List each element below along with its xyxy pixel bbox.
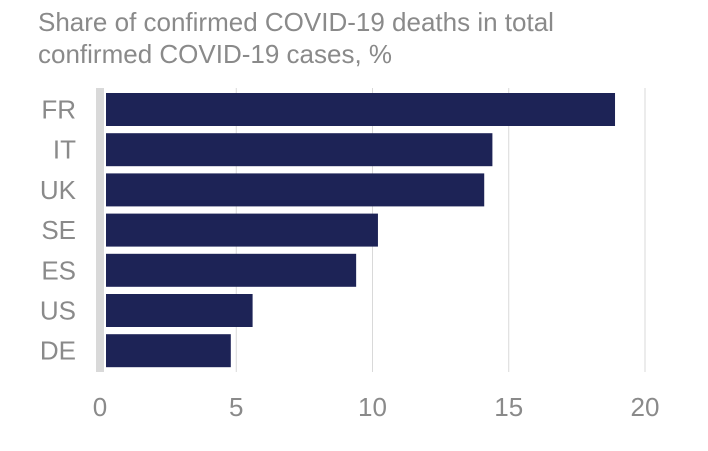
bar bbox=[106, 334, 231, 368]
bar bbox=[106, 173, 485, 207]
x-tick-labels: 0 5 10 15 20 bbox=[93, 392, 660, 422]
bar bbox=[106, 93, 616, 126]
category-label: SE bbox=[41, 215, 76, 245]
x-tick-label: 20 bbox=[631, 392, 660, 422]
category-label: DE bbox=[40, 336, 76, 366]
bar bbox=[106, 294, 253, 327]
x-tick-label: 5 bbox=[229, 392, 243, 422]
category-label: FR bbox=[41, 95, 76, 125]
chart-title: Share of confirmed COVID-19 deaths in to… bbox=[38, 6, 698, 70]
category-labels: FR IT UK SE ES US DE bbox=[40, 95, 77, 366]
category-label: IT bbox=[53, 135, 76, 165]
bar bbox=[106, 133, 493, 167]
category-label: ES bbox=[41, 255, 76, 285]
category-label: US bbox=[40, 296, 76, 326]
x-tick-label: 15 bbox=[494, 392, 523, 422]
y-axis-line bbox=[96, 88, 104, 372]
y-axis bbox=[96, 88, 104, 372]
bar bbox=[106, 213, 378, 247]
x-tick-label: 10 bbox=[358, 392, 387, 422]
chart-title-line-2: confirmed COVID-19 cases, % bbox=[38, 39, 393, 69]
bars bbox=[106, 93, 616, 368]
x-tick-label: 0 bbox=[93, 392, 107, 422]
bar bbox=[106, 253, 357, 287]
category-label: UK bbox=[40, 175, 77, 205]
chart-title-line-1: Share of confirmed COVID-19 deaths in to… bbox=[38, 7, 554, 37]
